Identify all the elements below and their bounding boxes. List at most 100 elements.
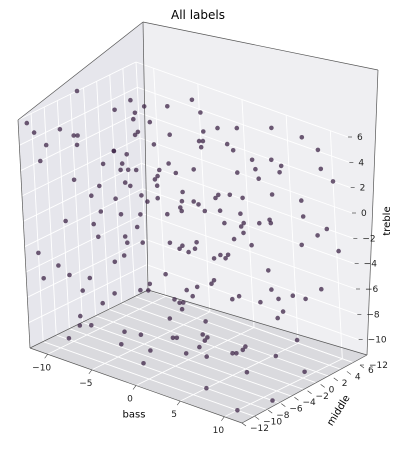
scatter-point — [268, 220, 274, 226]
scatter-point — [198, 144, 204, 150]
y-tick-label: 2 — [342, 379, 348, 389]
scatter-point — [96, 234, 101, 240]
scatter-point — [138, 332, 144, 338]
scatter-point — [78, 313, 83, 319]
pane-back-wall — [143, 22, 378, 355]
y-tick-label: −4 — [302, 398, 316, 408]
scatter-point — [125, 240, 130, 245]
scatter-point — [238, 224, 244, 229]
grid-line-y-left — [69, 94, 83, 323]
grid-line-x-back — [241, 99, 255, 328]
scatter-point — [122, 234, 128, 239]
scatter-point — [216, 192, 221, 198]
scatter-point — [118, 167, 123, 173]
scatter-point — [235, 170, 240, 175]
scatter-point — [31, 130, 37, 135]
grid-line-z-back — [139, 137, 353, 214]
grid-line-z-left — [25, 213, 145, 273]
scatter-point — [194, 284, 200, 290]
scatter-point — [269, 192, 275, 197]
scatter-point — [200, 332, 205, 337]
x-tick-mark — [132, 385, 137, 390]
scatter-point — [225, 252, 231, 258]
scatter-point — [241, 230, 246, 236]
grid-line-x-back — [153, 68, 167, 297]
scatter-point — [196, 138, 202, 144]
scatter-point — [147, 119, 153, 125]
pane-edge — [142, 21, 379, 71]
scatter-point — [209, 281, 214, 287]
pane-edge — [241, 354, 368, 424]
scatter-point — [200, 138, 206, 144]
scatter-point — [146, 288, 151, 293]
scatter-point — [87, 275, 93, 281]
scatter-point — [141, 104, 147, 109]
scatter-point — [177, 246, 182, 252]
scatter-point — [276, 296, 281, 302]
scatter-point — [128, 97, 133, 103]
z-tick-label: 4 — [358, 158, 364, 168]
scatter-point — [191, 167, 196, 172]
scatter-point — [180, 189, 185, 195]
scatter-point — [258, 299, 263, 305]
z-tick-label: 2 — [360, 184, 366, 194]
scatter-point — [172, 297, 177, 302]
scatter-point — [135, 129, 141, 135]
scatter-point — [266, 268, 271, 273]
scatter-point — [119, 342, 124, 347]
grid-line-x-back — [197, 83, 211, 312]
grid-line-y-left — [135, 61, 149, 291]
scatter-point — [179, 306, 185, 312]
pane-edge — [17, 119, 31, 349]
scatter-point — [196, 202, 201, 207]
scatter-point — [151, 142, 157, 147]
y-tick-label: −6 — [289, 405, 303, 415]
scatter-point — [186, 249, 191, 255]
grid-line-y-floor — [42, 341, 256, 417]
scatter-point — [223, 255, 228, 261]
grid-line-x-floor — [47, 295, 166, 355]
y-tick-mark — [359, 364, 365, 369]
x-tick-label: 10 — [213, 426, 225, 436]
scatter-point — [235, 408, 240, 413]
scatter-point — [128, 183, 133, 189]
z-tick-label: −6 — [365, 285, 379, 295]
grid-line-y-left — [109, 74, 123, 303]
grid-line-y-left — [56, 100, 70, 329]
z-axis-label: treble — [382, 206, 393, 235]
scatter-point — [204, 385, 209, 391]
grid-line-z-back — [137, 86, 350, 163]
scatter-point — [155, 195, 160, 201]
grid-line-y-floor — [69, 328, 282, 405]
scatter-point — [140, 240, 145, 245]
scatter-point — [294, 337, 300, 343]
grid-line-y-floor — [95, 315, 308, 392]
scatter-point — [269, 157, 274, 163]
scatter-point — [179, 208, 184, 214]
scatter-point — [280, 309, 286, 314]
grid-line-x-floor — [224, 358, 343, 418]
scatter-point — [240, 347, 246, 353]
y-tick-mark — [320, 384, 325, 388]
scatter-point — [154, 183, 160, 188]
y-tick-mark — [241, 422, 247, 427]
grid-line-z-back — [135, 61, 349, 138]
scatter-point — [230, 296, 235, 302]
scatter-point — [234, 125, 240, 131]
x-tick-mark — [221, 416, 225, 421]
scatter-point — [97, 183, 102, 189]
y-tick-mark — [268, 409, 273, 414]
y-axis-label: middle — [325, 393, 352, 428]
grid-line-z-back — [146, 264, 359, 341]
scatter-point — [119, 161, 125, 166]
scatter-point — [202, 208, 208, 214]
grid-line-z-left — [21, 137, 141, 197]
grid-line-z-back — [138, 112, 351, 189]
grid-line-x-back — [285, 115, 299, 344]
scatter-point — [190, 293, 195, 299]
scatter-point — [41, 276, 46, 281]
scatter-point — [241, 220, 246, 226]
scatter-point — [319, 286, 324, 292]
grid-line-y-left — [83, 87, 97, 316]
grid-line-z-left — [24, 188, 143, 248]
